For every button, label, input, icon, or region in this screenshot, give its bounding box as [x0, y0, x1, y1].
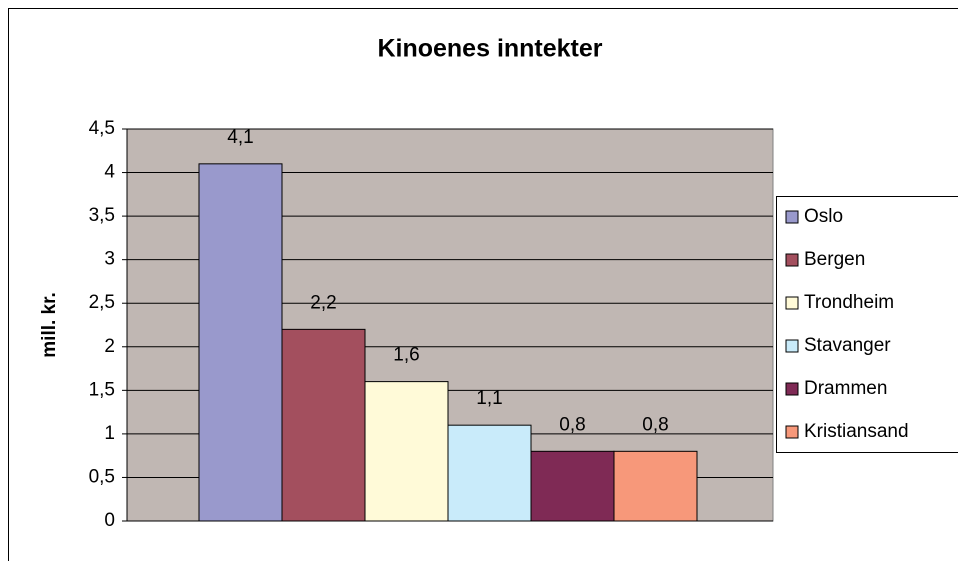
- legend-label: Kristiansand: [804, 421, 909, 442]
- bar: [198, 163, 283, 522]
- legend-label: Stavanger: [804, 335, 891, 356]
- legend-swatch: [785, 339, 799, 353]
- y-tick-label: 3: [104, 249, 115, 270]
- bar: [364, 381, 449, 522]
- legend-swatch: [785, 296, 799, 310]
- legend-box: [776, 196, 958, 453]
- legend-swatch: [785, 382, 799, 396]
- legend-label: Drammen: [804, 378, 887, 399]
- y-tick-label: 0: [104, 510, 115, 531]
- y-tick-label: 0,5: [89, 466, 115, 487]
- legend-swatch: [785, 425, 799, 439]
- y-tick-label: 1,5: [89, 379, 115, 400]
- legend-swatch: [785, 210, 799, 224]
- y-axis-label: mill. kr.: [39, 292, 60, 357]
- data-label: 2,2: [310, 292, 336, 313]
- data-label: 0,8: [642, 414, 668, 435]
- bar: [530, 450, 615, 522]
- bar: [613, 450, 698, 522]
- y-tick-label: 4,5: [89, 118, 115, 139]
- legend-label: Bergen: [804, 249, 865, 270]
- chart-frame: [8, 8, 958, 561]
- data-label: 0,8: [559, 414, 585, 435]
- legend-label: Trondheim: [804, 292, 894, 313]
- y-tick-label: 3,5: [89, 205, 115, 226]
- y-tick-label: 2,5: [89, 292, 115, 313]
- legend-label: Oslo: [804, 206, 843, 227]
- chart-title: Kinoenes inntekter: [377, 35, 602, 63]
- data-label: 4,1: [227, 127, 253, 148]
- bar: [447, 424, 532, 522]
- y-tick-label: 4: [104, 162, 115, 183]
- data-label: 1,6: [393, 345, 419, 366]
- y-tick-label: 2: [104, 336, 115, 357]
- y-tick-label: 1: [104, 423, 115, 444]
- data-label: 1,1: [476, 388, 502, 409]
- legend-swatch: [785, 253, 799, 267]
- bar: [281, 328, 366, 522]
